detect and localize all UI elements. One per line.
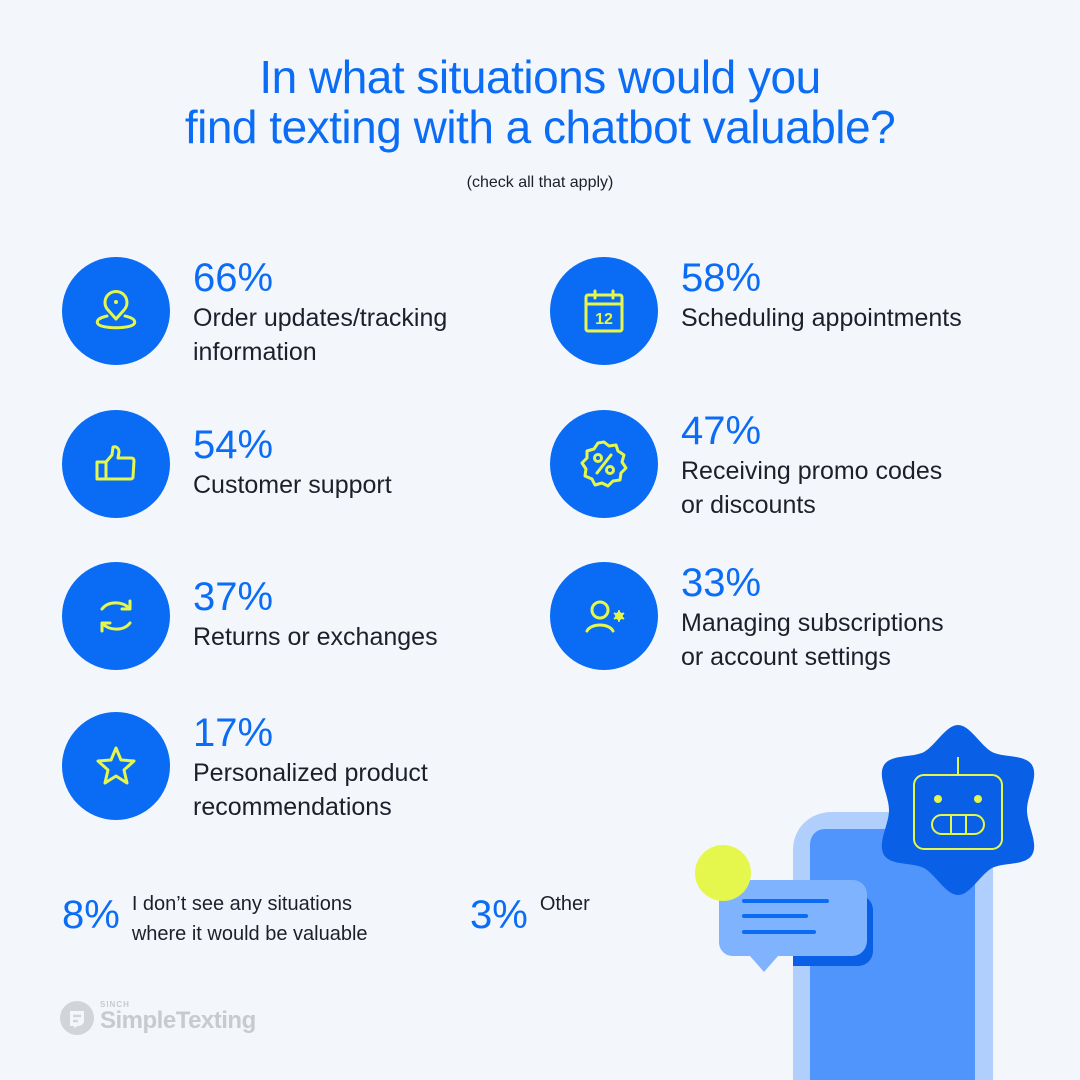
stat-item-subscriptions: 33% Managing subscriptions or account se… xyxy=(550,562,944,674)
stat-item-order-updates: 66% Order updates/tracking information xyxy=(62,257,447,369)
exchange-arrows-icon xyxy=(100,599,132,633)
icon-circle: 12 xyxy=(550,257,658,365)
percentage: 47% xyxy=(681,409,762,453)
brand-name: SimpleTexting xyxy=(100,1007,256,1034)
location-pin-icon xyxy=(95,290,137,330)
label: Receiving promo codes or discounts xyxy=(681,457,943,519)
stat-item-returns: 37% Returns or exchanges xyxy=(62,562,438,670)
title-line-1: In what situations would you xyxy=(259,51,821,103)
label: Customer support xyxy=(193,471,392,499)
brand-parent: SINCH xyxy=(100,1000,130,1009)
label: Scheduling appointments xyxy=(681,304,962,332)
icon-circle xyxy=(62,257,170,365)
icon-circle xyxy=(550,562,658,670)
percentage: 37% xyxy=(193,575,274,619)
percentage: 33% xyxy=(681,561,762,605)
label: Order updates/tracking information xyxy=(193,304,448,366)
stat-item-other: 3% Other xyxy=(470,893,590,937)
label: Personalized product recommendations xyxy=(193,759,428,821)
discount-badge-icon xyxy=(580,440,628,488)
user-settings-icon xyxy=(585,600,625,633)
thumbs-up-icon xyxy=(95,445,136,481)
robot-badge xyxy=(881,725,1035,895)
stat-item-promo-codes: 47% Receiving promo codes or discounts xyxy=(550,410,942,522)
icon-circle xyxy=(62,562,170,670)
percentage: 8% xyxy=(62,893,120,937)
icon-circle xyxy=(62,410,170,518)
label: Returns or exchanges xyxy=(193,623,438,651)
brand-logo: SINCH SimpleTexting xyxy=(60,1000,256,1035)
title-line-2: find texting with a chatbot valuable? xyxy=(184,101,896,153)
stat-item-scheduling: 12 58% Scheduling appointments xyxy=(550,257,962,365)
percentage: 54% xyxy=(193,423,274,467)
label: I don’t see any situations where it woul… xyxy=(131,893,368,945)
notification-dot xyxy=(695,845,751,901)
percentage: 17% xyxy=(193,711,274,755)
star-icon xyxy=(96,746,136,785)
calendar-icon: 12 xyxy=(584,289,624,333)
percentage: 66% xyxy=(193,256,274,300)
label: Other xyxy=(539,893,590,915)
svg-text:12: 12 xyxy=(595,311,613,328)
label: Managing subscriptions or account settin… xyxy=(681,609,944,671)
icon-circle xyxy=(62,712,170,820)
percentage: 3% xyxy=(470,893,528,937)
subtitle: (check all that apply) xyxy=(466,174,614,191)
chatbot-illustration xyxy=(695,725,1035,1080)
stat-item-none: 8% I don’t see any situations where it w… xyxy=(62,893,368,949)
page-title: In what situations would you find textin… xyxy=(0,52,1080,152)
percentage: 58% xyxy=(681,256,762,300)
icon-circle xyxy=(550,410,658,518)
simpletexting-logo-icon xyxy=(60,1000,94,1035)
stat-item-customer-support: 54% Customer support xyxy=(62,410,392,518)
stat-item-recommendations: 17% Personalized product recommendations xyxy=(62,712,428,824)
